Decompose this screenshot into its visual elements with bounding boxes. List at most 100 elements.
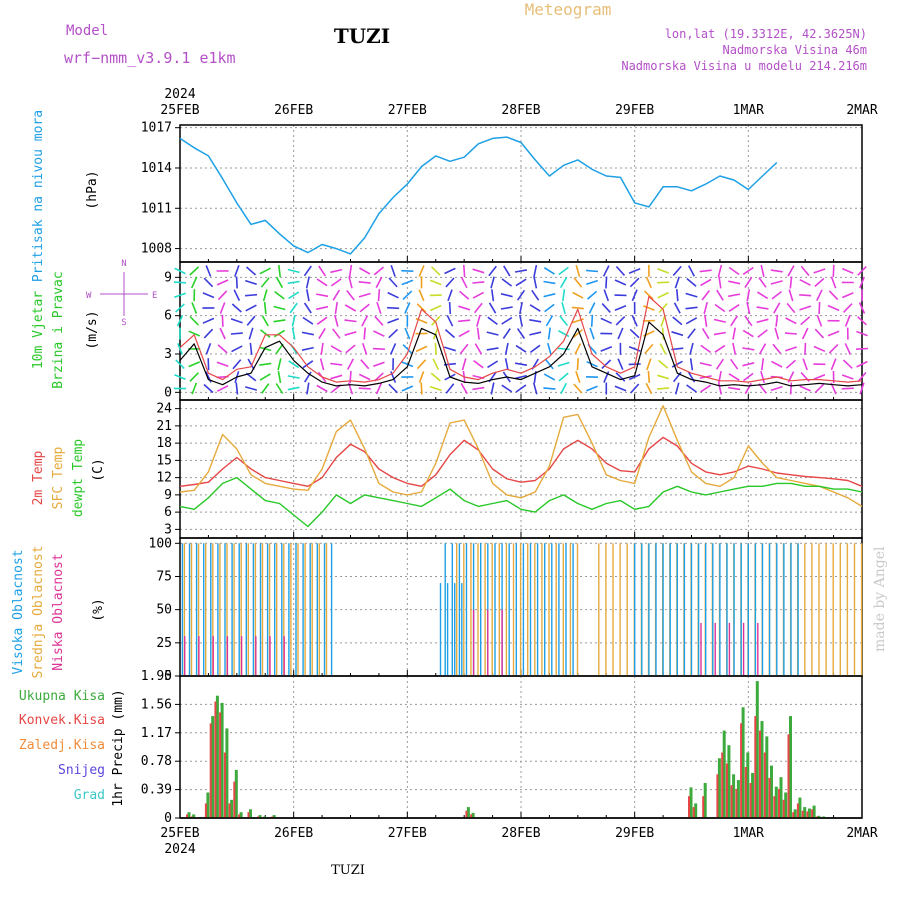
wind-vector xyxy=(445,277,455,288)
precip-bar-convective xyxy=(773,796,776,818)
wind-vector xyxy=(543,267,555,275)
wind-vector xyxy=(859,382,865,395)
wind-vector xyxy=(789,382,793,395)
wind-vector xyxy=(586,279,599,286)
panel-wind xyxy=(173,261,869,401)
station-title: TUZI xyxy=(334,24,390,48)
wind-vector xyxy=(231,303,242,313)
cloud-ylabel-mid: Srednja Oblacnost xyxy=(31,545,46,678)
wind-vector xyxy=(273,319,286,323)
precip-bar-convective xyxy=(792,812,795,818)
y-tick-label: 1014 xyxy=(141,161,172,176)
precip-bar-total xyxy=(727,745,731,818)
wind-vector xyxy=(418,265,425,277)
wind-vector xyxy=(730,358,739,370)
wind-vector xyxy=(429,385,442,392)
wind-vector xyxy=(533,264,538,277)
wind-vector xyxy=(202,292,215,299)
wind-vector xyxy=(728,280,741,285)
wind-vector xyxy=(628,267,641,274)
precip-bar-convective xyxy=(470,814,473,818)
precip-bar-convective xyxy=(806,811,809,818)
precip-bar-total xyxy=(220,702,224,818)
y-tick-label: 9 xyxy=(164,488,172,503)
wind-vector xyxy=(532,382,538,395)
wind-vector xyxy=(320,342,324,355)
wind-vector xyxy=(514,362,528,366)
precip-bar-total xyxy=(779,777,783,818)
wind-vector xyxy=(799,278,811,286)
y-tick-label: 1.56 xyxy=(141,697,172,712)
wind-vector xyxy=(401,279,414,286)
model-elevation-text: Nadmorska Visina u modelu 214.216m xyxy=(621,59,867,73)
wind-vector xyxy=(742,329,754,338)
wind-vector xyxy=(476,314,481,327)
wind-vector xyxy=(716,289,724,301)
wind-vector xyxy=(661,327,665,340)
wind-vector xyxy=(672,265,682,277)
wind-vector xyxy=(503,265,511,277)
wind-vector xyxy=(245,293,258,297)
wind-vector xyxy=(841,292,854,299)
wind-vector xyxy=(344,319,357,323)
wind-vector xyxy=(842,359,853,369)
wind-vector xyxy=(230,332,243,335)
wind-vector xyxy=(657,281,670,284)
wind-vector xyxy=(319,358,325,371)
wind-vector xyxy=(713,318,726,323)
wind-vector xyxy=(841,387,854,390)
wind-vector xyxy=(703,301,708,315)
wind-vector xyxy=(221,314,224,327)
wind-speed-line xyxy=(179,321,863,387)
wind-vector xyxy=(614,279,627,286)
wind-vector xyxy=(344,331,357,336)
y-tick-label: 6 xyxy=(164,505,172,520)
wind-vector xyxy=(273,329,286,338)
precip-bar-total xyxy=(770,765,773,818)
x-tick-label-top: 25FEB xyxy=(160,103,199,118)
wind-vector xyxy=(288,360,300,369)
wind-vector xyxy=(473,302,483,314)
precip-bar-total xyxy=(760,721,764,818)
wind-vector xyxy=(458,319,471,323)
wind-vector xyxy=(245,304,257,312)
wind-vector xyxy=(500,306,513,310)
wind-vector xyxy=(744,276,753,288)
wind-vector xyxy=(843,303,853,313)
wind-vector xyxy=(588,302,596,314)
wind-vector xyxy=(529,304,541,312)
wind-vector xyxy=(631,289,638,302)
wind-vector xyxy=(432,358,440,370)
precip-bar-total xyxy=(751,772,755,818)
wind-vector xyxy=(646,358,652,371)
wind-vector xyxy=(529,319,542,323)
x-tick-label-top: 28FEB xyxy=(501,103,540,118)
wind-vector xyxy=(461,358,467,371)
precip-bar-total xyxy=(736,780,740,818)
wind-vector xyxy=(287,280,300,285)
wind-vector xyxy=(188,361,201,368)
precip-bar-total xyxy=(717,758,721,818)
wind-vector xyxy=(657,374,670,380)
wind-vector xyxy=(501,278,513,287)
wind-vector xyxy=(743,372,754,382)
wind-vector xyxy=(302,316,314,325)
compass-s: S xyxy=(121,318,126,328)
wind-vector xyxy=(488,265,497,277)
wind-vector xyxy=(744,315,753,327)
wind-vector xyxy=(444,328,456,339)
wind-vector xyxy=(742,266,754,275)
wind-vector xyxy=(447,289,453,302)
wind-vector xyxy=(686,277,697,287)
wind-vector xyxy=(728,386,741,391)
wind-vector xyxy=(463,264,466,277)
wind-vector xyxy=(516,328,526,339)
wind-vector xyxy=(645,382,653,395)
wind-vector xyxy=(230,318,243,324)
wind-vector xyxy=(217,344,228,354)
wind-vector xyxy=(671,360,683,368)
wind-vector xyxy=(458,305,471,311)
x-tick-label-bottom: 29FEB xyxy=(615,826,654,841)
x-tick-label-bottom: 26FEB xyxy=(274,826,313,841)
y-tick-label: 0 xyxy=(164,669,172,684)
